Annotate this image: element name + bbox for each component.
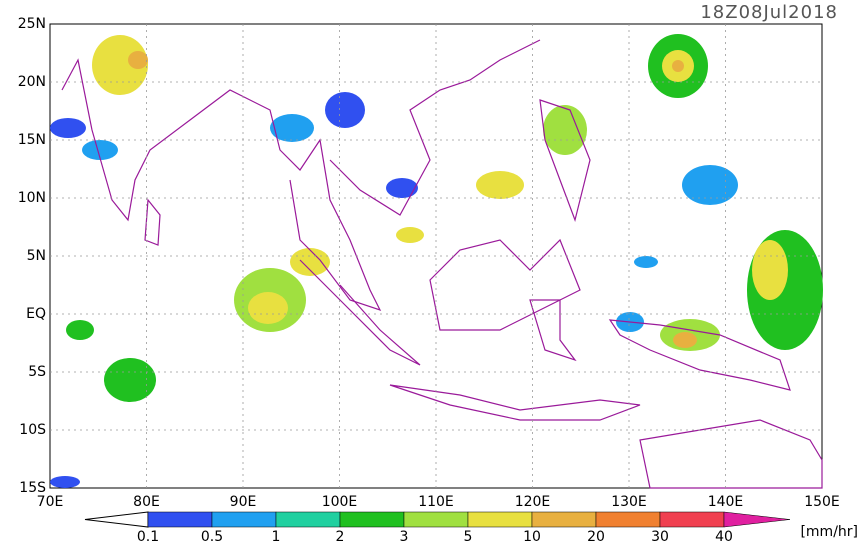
colorbar-segment [403,511,469,528]
colorbar: 0.1 0.5 1 2 3 5 10 20 30 40 [mm/hr] [84,511,858,544]
colorbar-segment [339,511,405,528]
lat-label: 15N [18,132,46,148]
colorbar-label: 5 [464,529,473,544]
colorbar-label: 0.5 [201,529,223,544]
lat-label: 5N [27,248,46,264]
rain-area [682,165,738,205]
lon-label: 130E [611,494,647,510]
lon-label: 150E [804,494,840,510]
colorbar-label: 30 [651,529,669,544]
colorbar-label: 3 [400,529,409,544]
lon-label: 100E [322,494,358,510]
colorbar-segment [275,511,341,528]
colorbar-segment [659,511,725,528]
rain-area [325,92,365,128]
coastline [389,384,641,421]
rain-area [290,248,330,276]
coastline [299,259,421,366]
rain-area [82,140,118,160]
lat-label: 20N [18,74,46,90]
colorbar-label: 10 [523,529,541,544]
coastline [639,419,823,489]
coastline [144,198,161,246]
lat-label: 10N [18,190,46,206]
rain-area [396,227,424,243]
colorbar-label: 2 [336,529,345,544]
colorbar-high-end [723,511,791,528]
coastline [429,238,581,331]
rain-area [672,60,684,72]
rain-area [386,178,418,198]
colorbar-label: 0.1 [137,529,159,544]
graticule [50,24,822,488]
rain-area [128,51,148,69]
colorbar-segment [467,511,533,528]
lon-label: 140E [708,494,744,510]
rain-area [248,292,288,324]
lat-label: 5S [28,364,46,380]
coastlines [61,39,823,489]
rain-area [104,358,156,402]
colorbar-unit: [mm/hr] [800,524,858,540]
rain-area [50,476,80,488]
lat-label: 10S [19,422,46,438]
colorbar-label: 20 [587,529,605,544]
rain-area [543,105,587,155]
lon-label: 120E [515,494,551,510]
timestamp: 18Z08Jul2018 [700,2,838,23]
rain-area [50,118,86,138]
colorbar-segment [531,511,597,528]
rain-area [673,332,697,348]
lon-label: 70E [37,494,64,510]
coastline [608,319,791,391]
rain-area [66,320,94,340]
colorbar-segment [211,511,277,528]
rain-area [476,171,524,199]
coastline [539,99,591,223]
rain-area [752,240,788,300]
lon-label: 110E [418,494,454,510]
lat-label: 15S [19,480,46,496]
colorbar-segment [147,511,213,528]
lat-label: 25N [18,16,46,32]
lon-label: 90E [230,494,257,510]
rain-area [634,256,658,268]
rain-area [92,35,148,95]
lon-label: 80E [133,494,160,510]
coastline [529,299,577,362]
colorbar-label: 1 [272,529,281,544]
lat-label: EQ [26,306,46,322]
coastline [61,58,382,312]
colorbar-label: 40 [715,529,733,544]
rain-area [270,114,314,142]
colorbar-segment [595,511,661,528]
colorbar-low-end [84,511,149,528]
coastline [329,39,541,216]
